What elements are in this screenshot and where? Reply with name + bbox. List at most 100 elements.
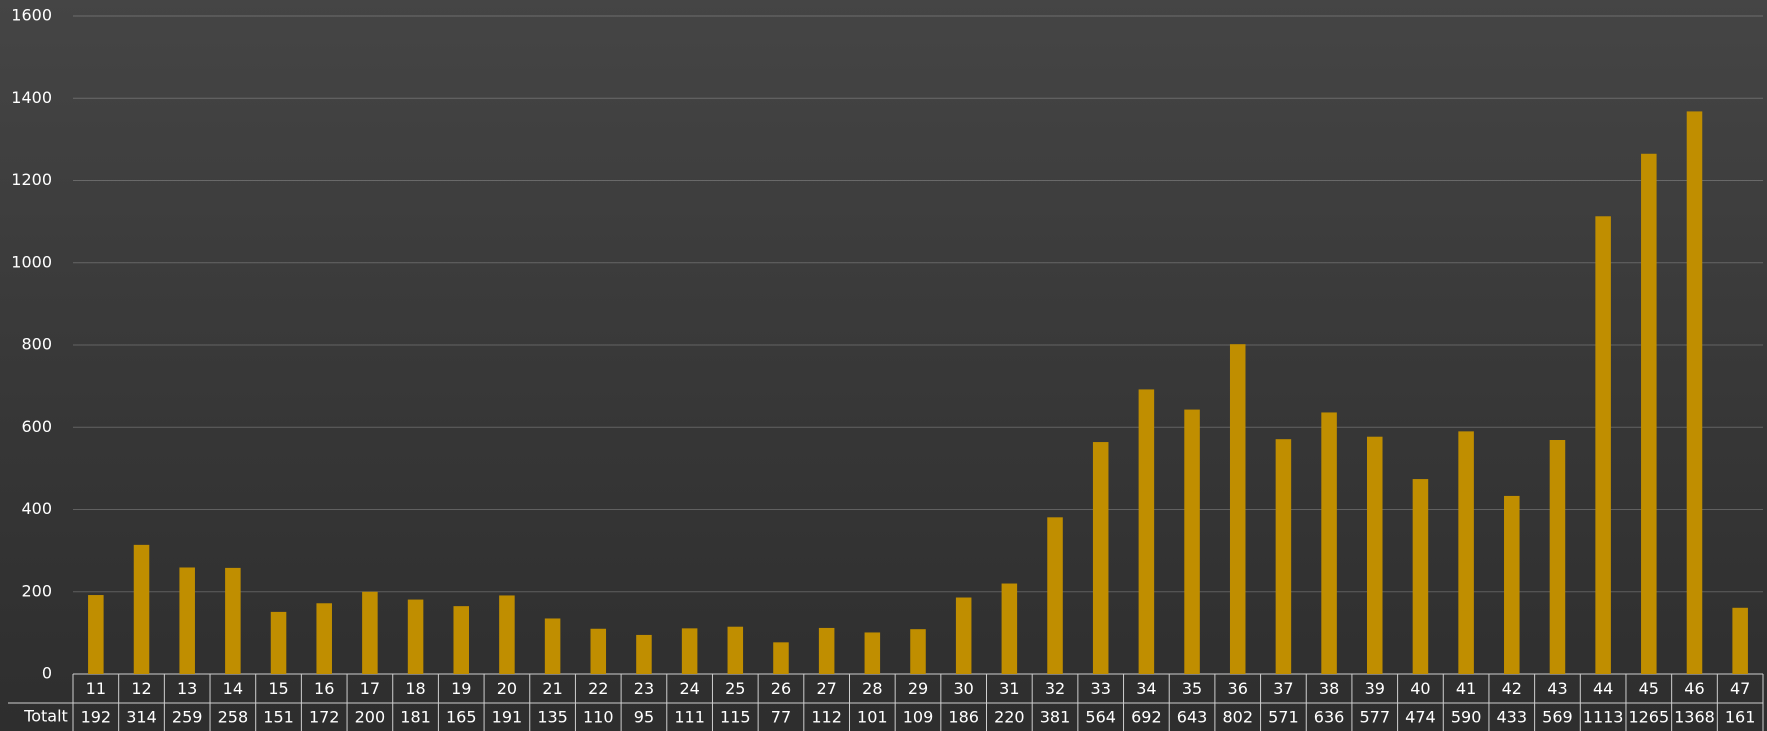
- table-value: 77: [771, 708, 791, 727]
- table-value: 115: [720, 708, 751, 727]
- x-tick-label: 39: [1365, 679, 1385, 698]
- table-value: 314: [126, 708, 157, 727]
- table-value: 200: [355, 708, 386, 727]
- table-value: 564: [1085, 708, 1116, 727]
- x-tick-label: 36: [1228, 679, 1248, 698]
- x-tick-label: 21: [542, 679, 562, 698]
- y-tick-label: 1400: [11, 88, 52, 107]
- x-tick-label: 23: [634, 679, 654, 698]
- bar: [1412, 479, 1429, 674]
- table-value: 1265: [1628, 708, 1669, 727]
- y-tick-label: 600: [21, 417, 52, 436]
- bar: [1321, 412, 1337, 674]
- table-value: 258: [218, 708, 249, 727]
- table-value: 590: [1451, 708, 1482, 727]
- bar: [499, 595, 515, 674]
- table-value: 1113: [1583, 708, 1624, 727]
- y-tick-label: 800: [21, 335, 52, 354]
- x-tick-label: 34: [1136, 679, 1156, 698]
- table-value: 802: [1222, 708, 1253, 727]
- x-tick-label: 16: [314, 679, 334, 698]
- x-tick-label: 38: [1319, 679, 1339, 698]
- table-value: 110: [583, 708, 614, 727]
- x-tick-label: 20: [497, 679, 517, 698]
- table-value: 192: [81, 708, 112, 727]
- bar: [1001, 583, 1018, 674]
- bar: [727, 626, 744, 674]
- bar: [1366, 436, 1383, 674]
- bar: [453, 606, 470, 674]
- bar: [1275, 439, 1292, 674]
- table-value: 112: [811, 708, 842, 727]
- bar: [1138, 389, 1155, 674]
- x-tick-label: 37: [1273, 679, 1293, 698]
- x-tick-label: 44: [1593, 679, 1613, 698]
- bar: [590, 628, 607, 674]
- bar: [1686, 111, 1703, 674]
- y-tick-label: 0: [42, 664, 52, 683]
- y-tick-label: 200: [21, 581, 52, 600]
- bar: [818, 627, 835, 674]
- y-tick-label: 1600: [11, 6, 52, 25]
- x-tick-label: 32: [1045, 679, 1065, 698]
- table-value: 181: [400, 708, 431, 727]
- table-value: 109: [903, 708, 934, 727]
- table-value: 643: [1177, 708, 1208, 727]
- bar: [1092, 442, 1109, 674]
- x-tick-label: 35: [1182, 679, 1202, 698]
- x-tick-label: 11: [86, 679, 106, 698]
- x-tick-label: 29: [908, 679, 928, 698]
- bar: [1641, 153, 1657, 675]
- bar: [88, 595, 104, 674]
- bar: [225, 567, 241, 674]
- table-value: 151: [263, 708, 294, 727]
- bar: [1549, 439, 1566, 674]
- table-value: 1368: [1674, 708, 1715, 727]
- bar: [407, 599, 424, 674]
- table-value: 381: [1040, 708, 1071, 727]
- x-tick-label: 46: [1684, 679, 1704, 698]
- x-tick-label: 33: [1091, 679, 1111, 698]
- bar: [270, 611, 287, 674]
- x-tick-label: 15: [268, 679, 288, 698]
- row-label: Totalt: [23, 707, 68, 726]
- bar: [1184, 409, 1200, 674]
- table-value: 220: [994, 708, 1025, 727]
- bar: [362, 591, 378, 674]
- y-tick-label: 1200: [11, 170, 52, 189]
- x-tick-label: 27: [816, 679, 836, 698]
- x-tick-label: 45: [1639, 679, 1659, 698]
- table-value: 135: [537, 708, 568, 727]
- x-tick-label: 43: [1547, 679, 1567, 698]
- x-tick-label: 25: [725, 679, 745, 698]
- x-tick-label: 30: [953, 679, 973, 698]
- table-value: 577: [1359, 708, 1390, 727]
- table-value: 474: [1405, 708, 1436, 727]
- bar: [544, 618, 561, 674]
- bar: [681, 628, 698, 674]
- y-tick-label: 400: [21, 499, 52, 518]
- table-value: 571: [1268, 708, 1299, 727]
- bar: [636, 634, 652, 674]
- bar: [1229, 344, 1246, 674]
- table-value: 433: [1497, 708, 1528, 727]
- x-tick-label: 41: [1456, 679, 1476, 698]
- x-tick-label: 12: [131, 679, 151, 698]
- x-tick-label: 42: [1502, 679, 1522, 698]
- bar: [1047, 517, 1063, 674]
- x-tick-label: 31: [999, 679, 1019, 698]
- x-tick-label: 26: [771, 679, 791, 698]
- bar: [1458, 431, 1474, 674]
- x-tick-label: 17: [360, 679, 380, 698]
- x-tick-label: 22: [588, 679, 608, 698]
- x-tick-label: 19: [451, 679, 471, 698]
- table-value: 172: [309, 708, 340, 727]
- bar: [1595, 216, 1611, 674]
- table-value: 259: [172, 708, 203, 727]
- table-value: 165: [446, 708, 477, 727]
- table-value: 111: [674, 708, 705, 727]
- bar: [910, 629, 926, 674]
- y-tick-label: 1000: [11, 252, 52, 271]
